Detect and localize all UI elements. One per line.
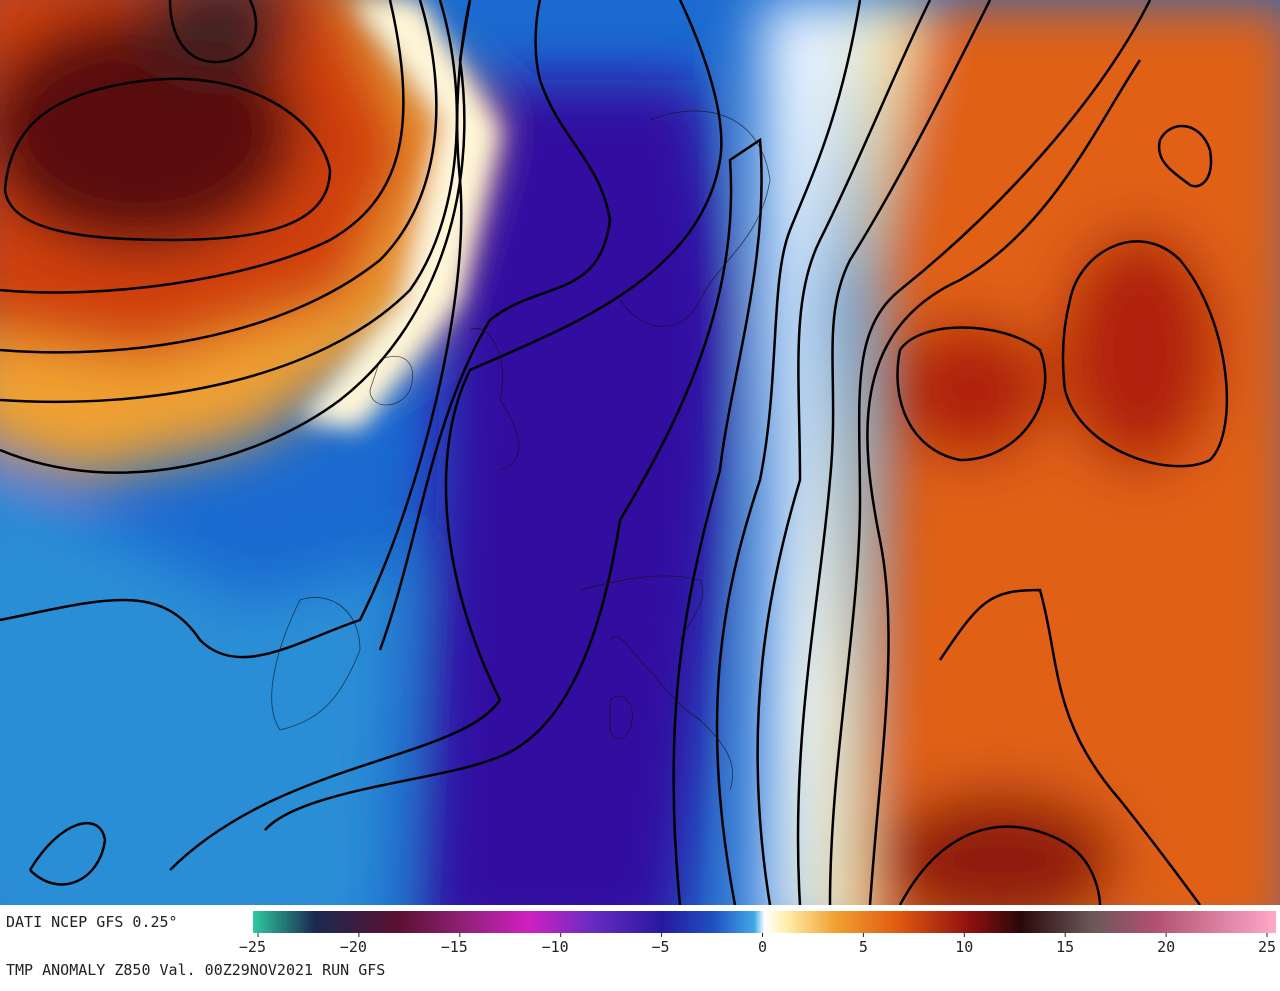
colorbar-tick-label: 20 [1157, 938, 1175, 956]
colorbar-tick-label: 15 [1056, 938, 1074, 956]
colorbar-tick-label: 10 [955, 938, 973, 956]
colorbar-tick-label: −25 [239, 938, 266, 956]
caption: TMP ANOMALY Z850 Val. 00Z29NOV2021 RUN G… [6, 961, 385, 979]
color-field [0, 0, 1280, 905]
colorbar-tick-label: −5 [652, 938, 670, 956]
anomaly-map [0, 0, 1280, 905]
contours [0, 0, 1229, 905]
colorbar [253, 911, 1276, 933]
colorbar-tick-label: 25 [1258, 938, 1276, 956]
colorbar-ticks: −25 −20 −15 −10 −5 0 5 10 15 20 25 [239, 933, 1276, 956]
zero-band [300, 0, 500, 430]
colorbar-tick-label: 0 [758, 938, 767, 956]
source-label: DATI NCEP GFS 0.25° [6, 913, 178, 931]
colorbar-tick-label: −20 [340, 938, 367, 956]
coastlines [271, 110, 771, 791]
colorbar-tick-label: −15 [441, 938, 468, 956]
colorbar-tick-label: 5 [859, 938, 868, 956]
colorbar-tick-label: −10 [542, 938, 569, 956]
